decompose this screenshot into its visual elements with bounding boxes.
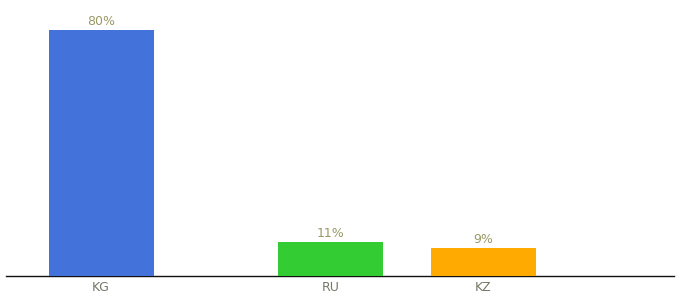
Text: 80%: 80% (87, 15, 115, 28)
Bar (430, 248, 536, 276)
Text: 9%: 9% (473, 233, 493, 246)
Text: 11%: 11% (317, 226, 344, 240)
Bar (278, 242, 383, 276)
Bar (48, 30, 154, 276)
